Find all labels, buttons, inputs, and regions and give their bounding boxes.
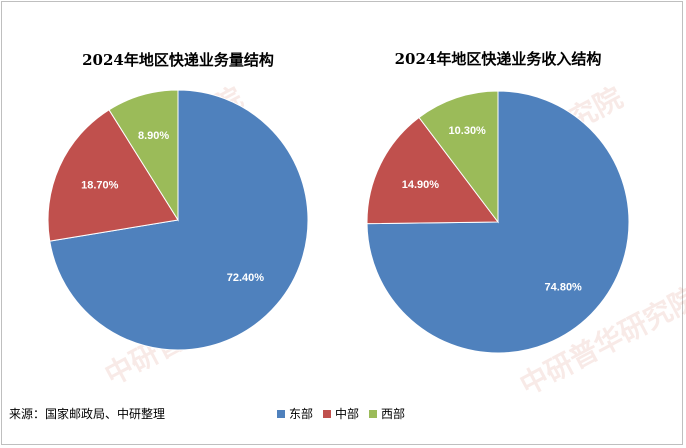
legend-label-east: 东部 bbox=[289, 407, 314, 421]
pie-label-east-volume: 72.40% bbox=[227, 272, 265, 284]
pie-label-west-volume: 8.90% bbox=[138, 130, 169, 142]
pie-slice-east-revenue bbox=[366, 90, 630, 354]
pie-label-east-revenue: 74.80% bbox=[545, 281, 583, 293]
pie-slice-central-volume bbox=[47, 109, 179, 242]
legend: 东部 中部 西部 bbox=[277, 405, 405, 422]
legend-label-west: 西部 bbox=[381, 407, 406, 421]
pie-slice-west-volume bbox=[108, 89, 179, 222]
legend-swatch-west bbox=[369, 409, 378, 418]
legend-label-central: 中部 bbox=[335, 407, 360, 421]
pie-right: 74.80% 14.90% 10.30% bbox=[366, 90, 630, 354]
chart-title-left: 2024年地区快递业务量结构 bbox=[82, 51, 274, 69]
pie-label-central-volume: 18.70% bbox=[81, 180, 119, 192]
pie-left: 72.40% 18.70% 8.90% bbox=[47, 89, 309, 351]
legend-item-east: 东部 bbox=[277, 405, 313, 422]
legend-item-central: 中部 bbox=[323, 405, 359, 422]
pie-label-west-revenue: 10.30% bbox=[449, 125, 487, 137]
pie-label-central-revenue: 14.90% bbox=[402, 179, 440, 191]
source-note: 来源：国家邮政局、中研整理 bbox=[9, 407, 166, 421]
pie-slice-central-revenue bbox=[366, 116, 499, 225]
pie-slice-west-revenue bbox=[418, 90, 499, 224]
legend-swatch-central bbox=[323, 409, 332, 418]
legend-swatch-east bbox=[277, 409, 285, 418]
legend-item-west: 西部 bbox=[369, 405, 405, 422]
pie-slice-east-volume bbox=[49, 89, 309, 351]
chart-title-right: 2024年地区快递业务收入结构 bbox=[394, 50, 602, 68]
